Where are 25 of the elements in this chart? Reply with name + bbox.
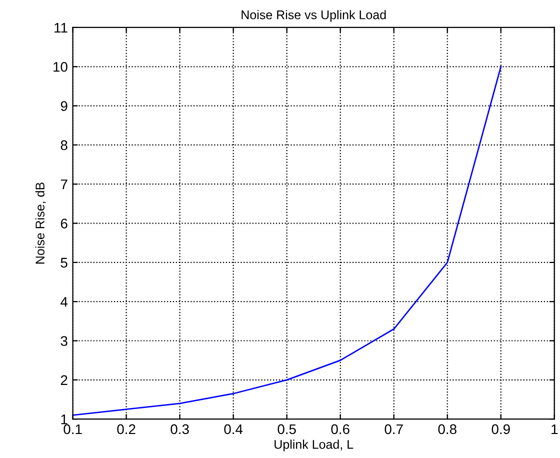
y-tick-label: 1 bbox=[61, 414, 68, 424]
x-tick-label: 1 bbox=[552, 424, 558, 434]
y-tick-label: 4 bbox=[60, 297, 68, 307]
x-tick-label: 0.4 bbox=[224, 424, 243, 434]
x-tick-label: 0.3 bbox=[170, 424, 189, 434]
x-tick-label: 0.5 bbox=[278, 424, 296, 434]
line-series bbox=[72, 66, 502, 416]
y-tick-label: 2 bbox=[60, 375, 68, 385]
x-axis-title: Uplink Load, L bbox=[274, 440, 354, 452]
y-tick-label: 3 bbox=[60, 336, 68, 346]
y-tick-label: 5 bbox=[60, 258, 68, 268]
y-tick-label: 11 bbox=[54, 22, 68, 33]
x-tick-label: 0.8 bbox=[438, 424, 456, 434]
x-tick-label: 0.9 bbox=[492, 424, 510, 434]
x-tick-label: 0.6 bbox=[331, 424, 350, 434]
y-axis-title: Noise Rise, dB bbox=[35, 182, 46, 264]
x-tick-label: 0.2 bbox=[117, 424, 136, 434]
x-tick-label: 0.1 bbox=[64, 424, 82, 434]
y-tick-label: 9 bbox=[60, 101, 68, 111]
y-tick-label: 7 bbox=[60, 180, 68, 190]
y-tick-label: 10 bbox=[54, 62, 68, 72]
x-tick-label: 0.7 bbox=[384, 424, 403, 434]
y-tick-label: 6 bbox=[60, 218, 68, 228]
y-tick-label: 8 bbox=[60, 140, 68, 150]
chart-title: Noise Rise vs Uplink Load bbox=[242, 10, 386, 22]
